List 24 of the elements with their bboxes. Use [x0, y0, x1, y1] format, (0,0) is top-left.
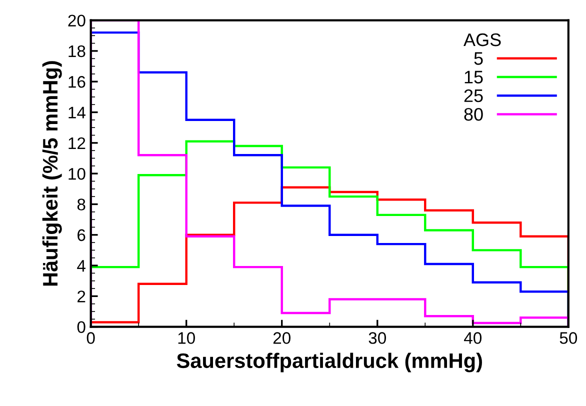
- y-tick-label: 14: [68, 106, 86, 118]
- legend-title: AGS: [464, 33, 501, 46]
- legend-label: 80: [464, 108, 483, 121]
- x-tick-label: 50: [560, 332, 578, 344]
- y-tick-label: 8: [77, 198, 86, 210]
- legend-label: 15: [464, 70, 483, 84]
- x-tick-label: 30: [368, 332, 386, 344]
- y-tick-label: 4: [77, 260, 86, 272]
- y-tick-label: 20: [68, 14, 86, 27]
- y-axis-title: Häufigkeit (%/5 mmHg): [42, 61, 62, 286]
- x-tick-label: 10: [178, 332, 195, 344]
- legend-label: 25: [464, 89, 483, 102]
- y-tick-label: 6: [78, 229, 86, 242]
- y-tick-label: 18: [68, 45, 86, 58]
- x-axis-title: Sauerstoffpartialdruck (mmHg): [176, 352, 482, 372]
- y-tick-label: 16: [68, 76, 86, 88]
- x-tick-label: 20: [273, 332, 290, 344]
- y-tick-label: 10: [68, 168, 86, 180]
- x-tick-label: 0: [86, 332, 95, 344]
- x-tick-label: 40: [464, 332, 482, 344]
- legend-label: 5: [474, 52, 483, 65]
- y-tick-label: 2: [78, 290, 86, 302]
- y-tick-label: 0: [77, 321, 86, 334]
- y-tick-label: 12: [68, 137, 86, 149]
